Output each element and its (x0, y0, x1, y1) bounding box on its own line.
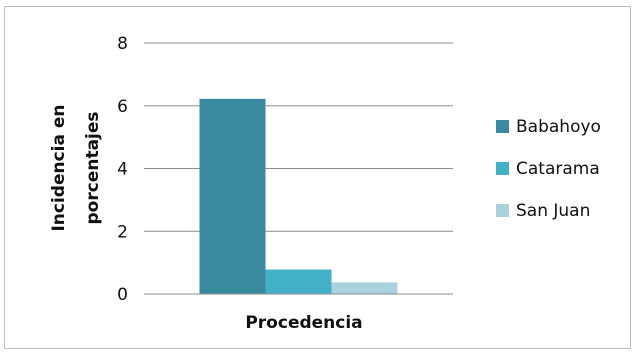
bars (199, 98, 398, 294)
legend-swatch (496, 162, 509, 175)
legend-label: San Juan (516, 201, 590, 221)
bar-catarama (265, 269, 332, 294)
legend-swatch (496, 204, 509, 217)
y-tick-labels: 0 2 4 6 8 (117, 34, 128, 305)
y-tick-label: 2 (117, 222, 128, 242)
y-axis-title-line-2: porcentajes (83, 111, 103, 224)
y-axis-title-line-1: Incidencia en (49, 104, 69, 231)
y-tick-label: 4 (117, 160, 128, 180)
legend-label: Babahoyo (516, 117, 601, 137)
legend-swatch (496, 120, 509, 133)
x-axis-title: Procedencia (245, 313, 362, 333)
y-tick-label: 8 (117, 34, 128, 54)
bar-san-juan (331, 282, 398, 294)
gridlines (144, 42, 453, 232)
legend: Babahoyo Catarama San Juan (496, 117, 601, 221)
y-tick-label: 0 (117, 285, 128, 305)
y-tick-label: 6 (117, 97, 128, 117)
bar-babahoyo (199, 98, 266, 294)
legend-label: Catarama (516, 159, 600, 179)
